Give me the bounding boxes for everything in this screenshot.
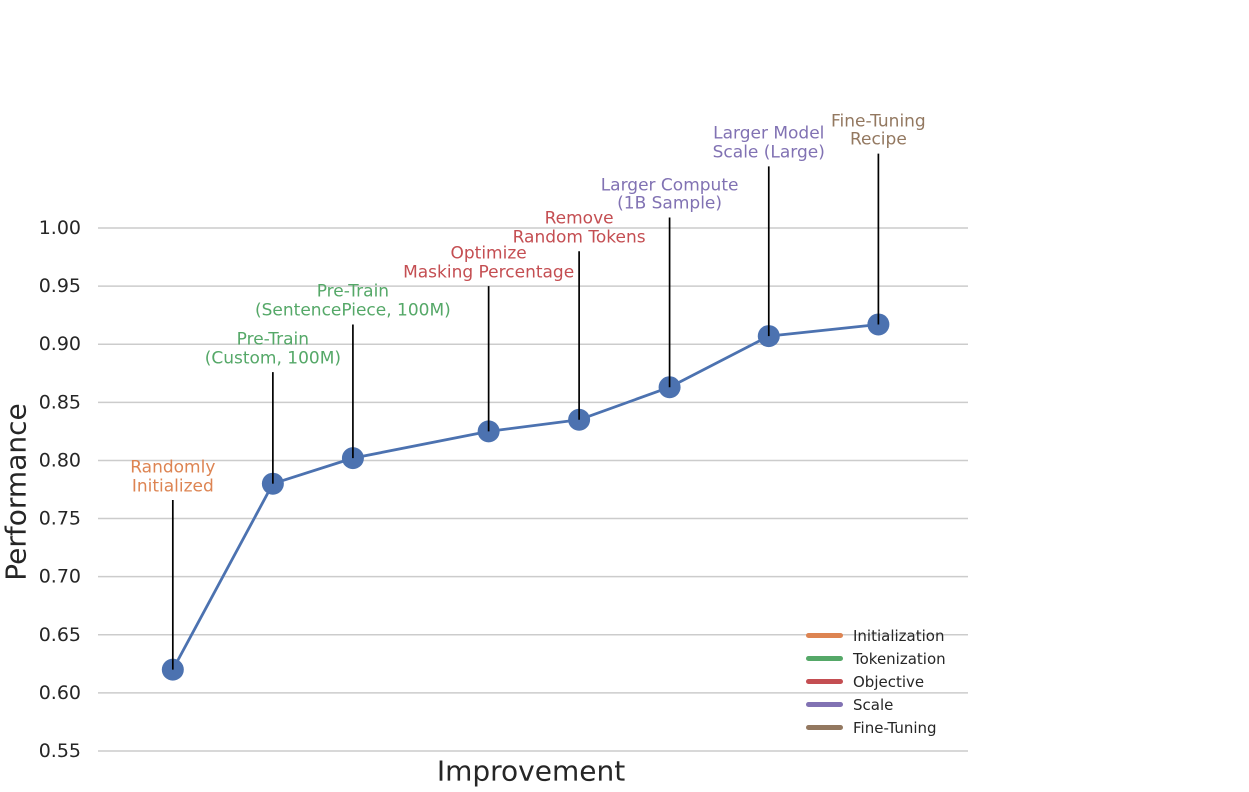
legend-line-icon (806, 679, 843, 684)
legend-item: Initialization (806, 624, 946, 647)
legend-item-label: Initialization (853, 626, 945, 645)
y-tick-label: 0.85 (39, 391, 81, 413)
annotation-label: Larger Model Scale (Large) (712, 124, 825, 163)
legend-item: Tokenization (806, 647, 946, 670)
y-tick-label: 0.95 (39, 275, 81, 297)
y-tick-label: 0.65 (39, 624, 81, 646)
annotation-label: Remove Random Tokens (512, 208, 646, 248)
y-tick-label: 0.90 (39, 333, 81, 355)
legend-line-icon (806, 633, 843, 638)
annotation-label: Optimize Masking Percentage (403, 243, 575, 283)
y-tick-label: 0.80 (39, 449, 81, 471)
legend-item: Fine-Tuning (806, 716, 946, 739)
y-tick-label: 0.55 (39, 740, 81, 762)
y-tick-label: 1.00 (39, 217, 81, 239)
legend-line-icon (806, 656, 843, 661)
y-tick-label: 0.75 (39, 508, 81, 530)
annotation-label: Larger Compute (1B Sample) (600, 175, 739, 214)
x-axis-label: Improvement (436, 754, 626, 788)
y-tick-label: 0.60 (39, 682, 81, 704)
legend: Initialization Tokenization Objective Scale… (806, 624, 946, 739)
legend-item-label: Tokenization (853, 649, 946, 668)
y-tick-label: 0.70 (39, 566, 81, 588)
legend-item-label: Scale (853, 695, 894, 714)
legend-item-label: Objective (853, 672, 925, 691)
legend-item-label: Fine-Tuning (853, 718, 937, 737)
legend-line-icon (806, 702, 843, 707)
legend-item: Objective (806, 670, 946, 693)
data-line (171, 323, 880, 672)
annotation-label: Pre-Train (Custom, 100M) (204, 329, 342, 369)
annotation-label: Fine-Tuning Recipe (831, 111, 926, 150)
annotation-label: Pre-Train (SentencePiece, 100M) (255, 282, 451, 321)
y-axis-label: Performance (0, 403, 33, 581)
legend-line-icon (806, 725, 843, 730)
legend-item: Scale (806, 693, 946, 716)
annotation-label: Randomly Initialized (130, 457, 216, 497)
